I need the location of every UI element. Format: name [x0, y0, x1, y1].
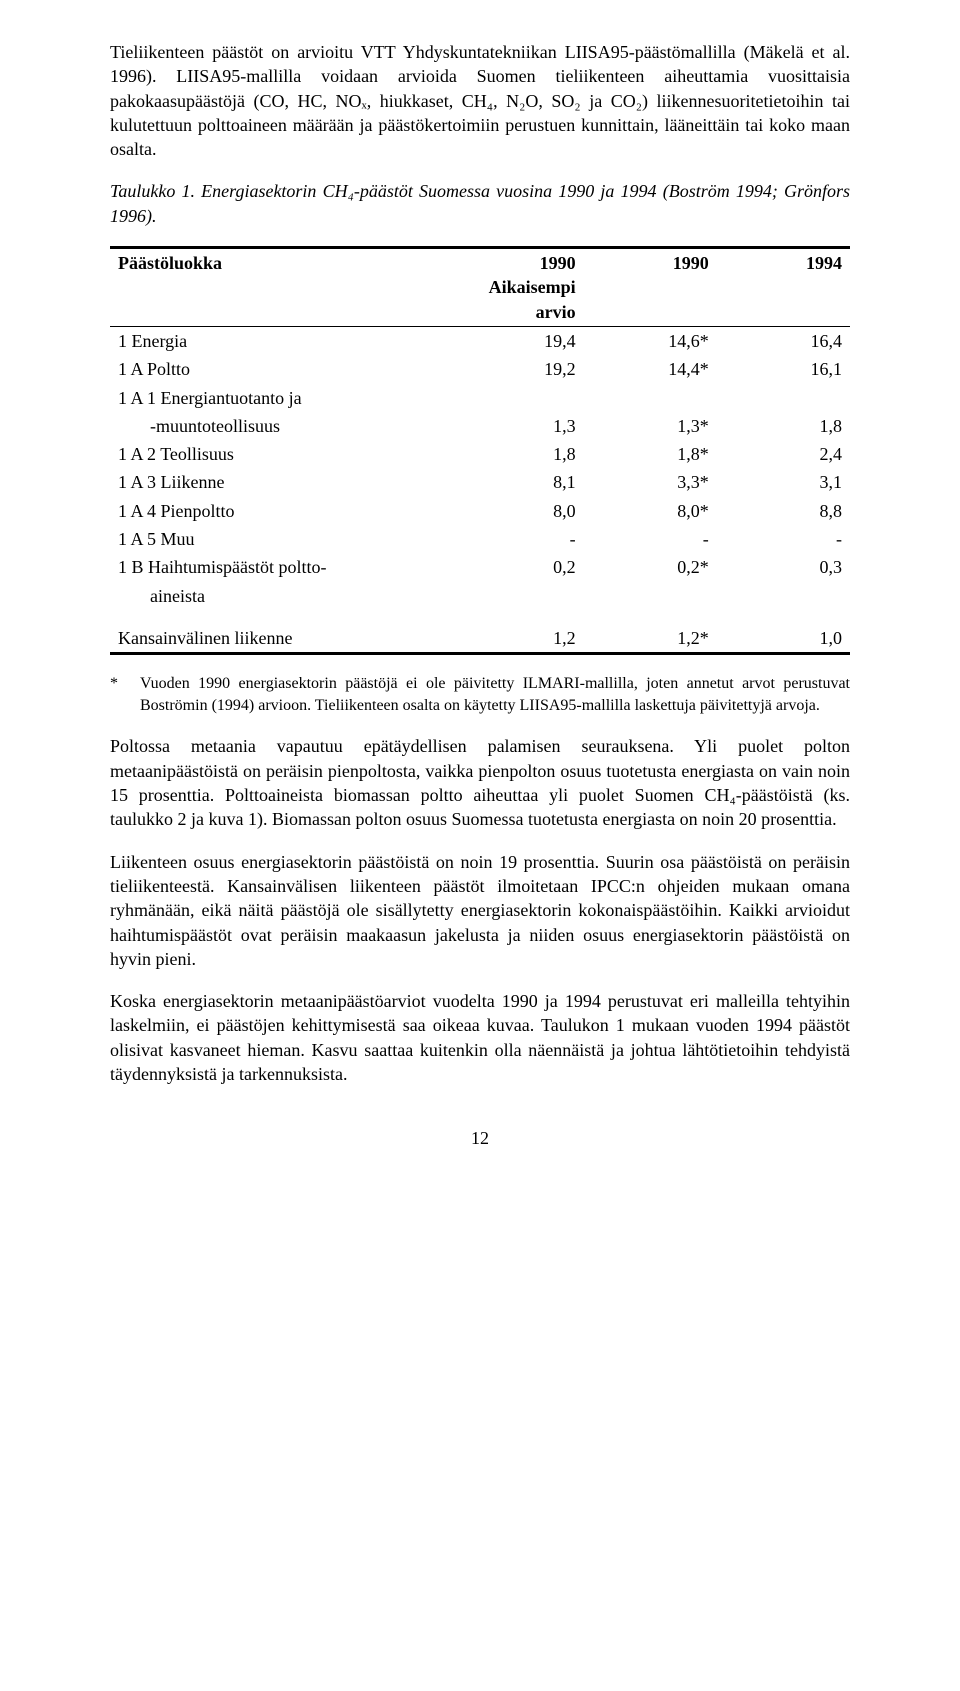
- table-cell: 0,3: [717, 553, 850, 581]
- table-row-label: -muuntoteollisuus: [110, 412, 450, 440]
- table-cell: 8,8: [717, 497, 850, 525]
- table-cell: 8,0: [450, 497, 583, 525]
- table-cell: -: [584, 525, 717, 553]
- table-row-label: 1 A 5 Muu: [110, 525, 450, 553]
- paragraph-2: Poltossa metaania vapautuu epätäydellise…: [110, 734, 850, 831]
- table-caption: Taulukko 1. Energiasektorin CH₄-päästöt …: [110, 179, 850, 228]
- table-cell: [584, 582, 717, 610]
- table-cell: 8,0*: [584, 497, 717, 525]
- table-cell: -: [717, 525, 850, 553]
- table-row-label: 1 B Haihtumispäästöt poltto-: [110, 553, 450, 581]
- table-cell: 14,6*: [584, 326, 717, 355]
- table-cell: 14,4*: [584, 355, 717, 383]
- table-row-label: 1 A 2 Teollisuus: [110, 440, 450, 468]
- row-intl-v1: 1,2: [450, 624, 583, 654]
- paragraph-4: Koska energiasektorin metaanipäästöarvio…: [110, 989, 850, 1086]
- emissions-table: Päästöluokka 1990 Aikaisempi arvio 1990 …: [110, 246, 850, 655]
- table-cell: -: [450, 525, 583, 553]
- row-intl-v3: 1,0: [717, 624, 850, 654]
- table-cell: 19,2: [450, 355, 583, 383]
- table-row-label: 1 Energia: [110, 326, 450, 355]
- col-header-prev2: arvio: [536, 302, 576, 322]
- page-number: 12: [110, 1126, 850, 1150]
- table-cell: 3,1: [717, 468, 850, 496]
- table-cell: 8,1: [450, 468, 583, 496]
- table-cell: 0,2: [450, 553, 583, 581]
- footnote-text: Vuoden 1990 energiasektorin päästöjä ei …: [140, 675, 850, 714]
- paragraph-intro: Tieliikenteen päästöt on arvioitu VTT Yh…: [110, 40, 850, 161]
- table-cell: [450, 384, 583, 412]
- paragraph-3: Liikenteen osuus energiasektorin päästöi…: [110, 850, 850, 971]
- row-intl-label: Kansainvälinen liikenne: [110, 624, 450, 654]
- table-cell: 1,8*: [584, 440, 717, 468]
- table-cell: 16,4: [717, 326, 850, 355]
- table-cell: [717, 582, 850, 610]
- table-cell: 19,4: [450, 326, 583, 355]
- table-cell: 1,8: [717, 412, 850, 440]
- table-cell: 3,3*: [584, 468, 717, 496]
- table-cell: 2,4: [717, 440, 850, 468]
- table-cell: [584, 384, 717, 412]
- table-cell: 1,8: [450, 440, 583, 468]
- table-row-label: aineista: [110, 582, 450, 610]
- footnote-mark: *: [110, 673, 140, 695]
- table-row-label: 1 A 4 Pienpoltto: [110, 497, 450, 525]
- table-row-label: 1 A 1 Energiantuotanto ja: [110, 384, 450, 412]
- table-cell: 0,2*: [584, 553, 717, 581]
- table-row-label: 1 A Poltto: [110, 355, 450, 383]
- table-cell: [717, 384, 850, 412]
- col-header-prev1: Aikaisempi: [489, 277, 576, 297]
- col-header-1990b: 1990: [673, 253, 709, 273]
- col-header-1990a: 1990: [540, 253, 576, 273]
- row-intl-v2: 1,2*: [584, 624, 717, 654]
- table-footnote: *Vuoden 1990 energiasektorin päästöjä ei…: [140, 673, 850, 716]
- col-header-class: Päästöluokka: [118, 253, 222, 273]
- table-row-label: 1 A 3 Liikenne: [110, 468, 450, 496]
- table-cell: 1,3: [450, 412, 583, 440]
- table-cell: 1,3*: [584, 412, 717, 440]
- col-header-1994: 1994: [806, 253, 842, 273]
- table-cell: [450, 582, 583, 610]
- table-cell: 16,1: [717, 355, 850, 383]
